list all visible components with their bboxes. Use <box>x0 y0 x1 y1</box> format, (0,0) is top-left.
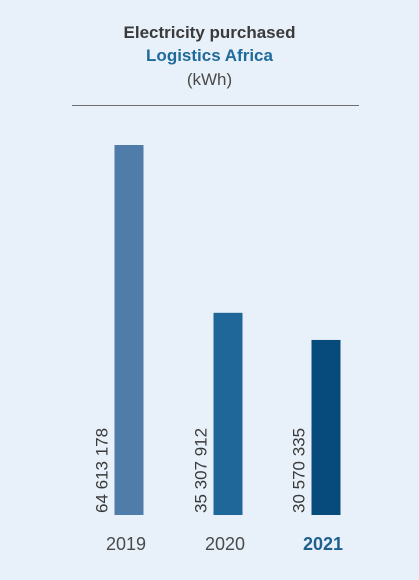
value-label-2021: 30 570 335 <box>290 428 309 513</box>
chart-subtitle: Logistics Africa <box>146 46 273 65</box>
value-label-2020: 35 307 912 <box>192 428 211 513</box>
tick-label-2019: 2019 <box>106 534 146 554</box>
bar-2019 <box>114 145 144 515</box>
tick-label-2021: 2021 <box>303 534 343 554</box>
bar-2021 <box>311 339 341 515</box>
chart-unit: (kWh) <box>186 70 233 89</box>
chart-title: Electricity purchased <box>123 23 296 42</box>
value-label-2019: 64 613 178 <box>93 428 112 513</box>
bar-2020 <box>213 312 243 515</box>
title-divider <box>72 105 359 106</box>
tick-label-2020: 2020 <box>205 534 245 554</box>
